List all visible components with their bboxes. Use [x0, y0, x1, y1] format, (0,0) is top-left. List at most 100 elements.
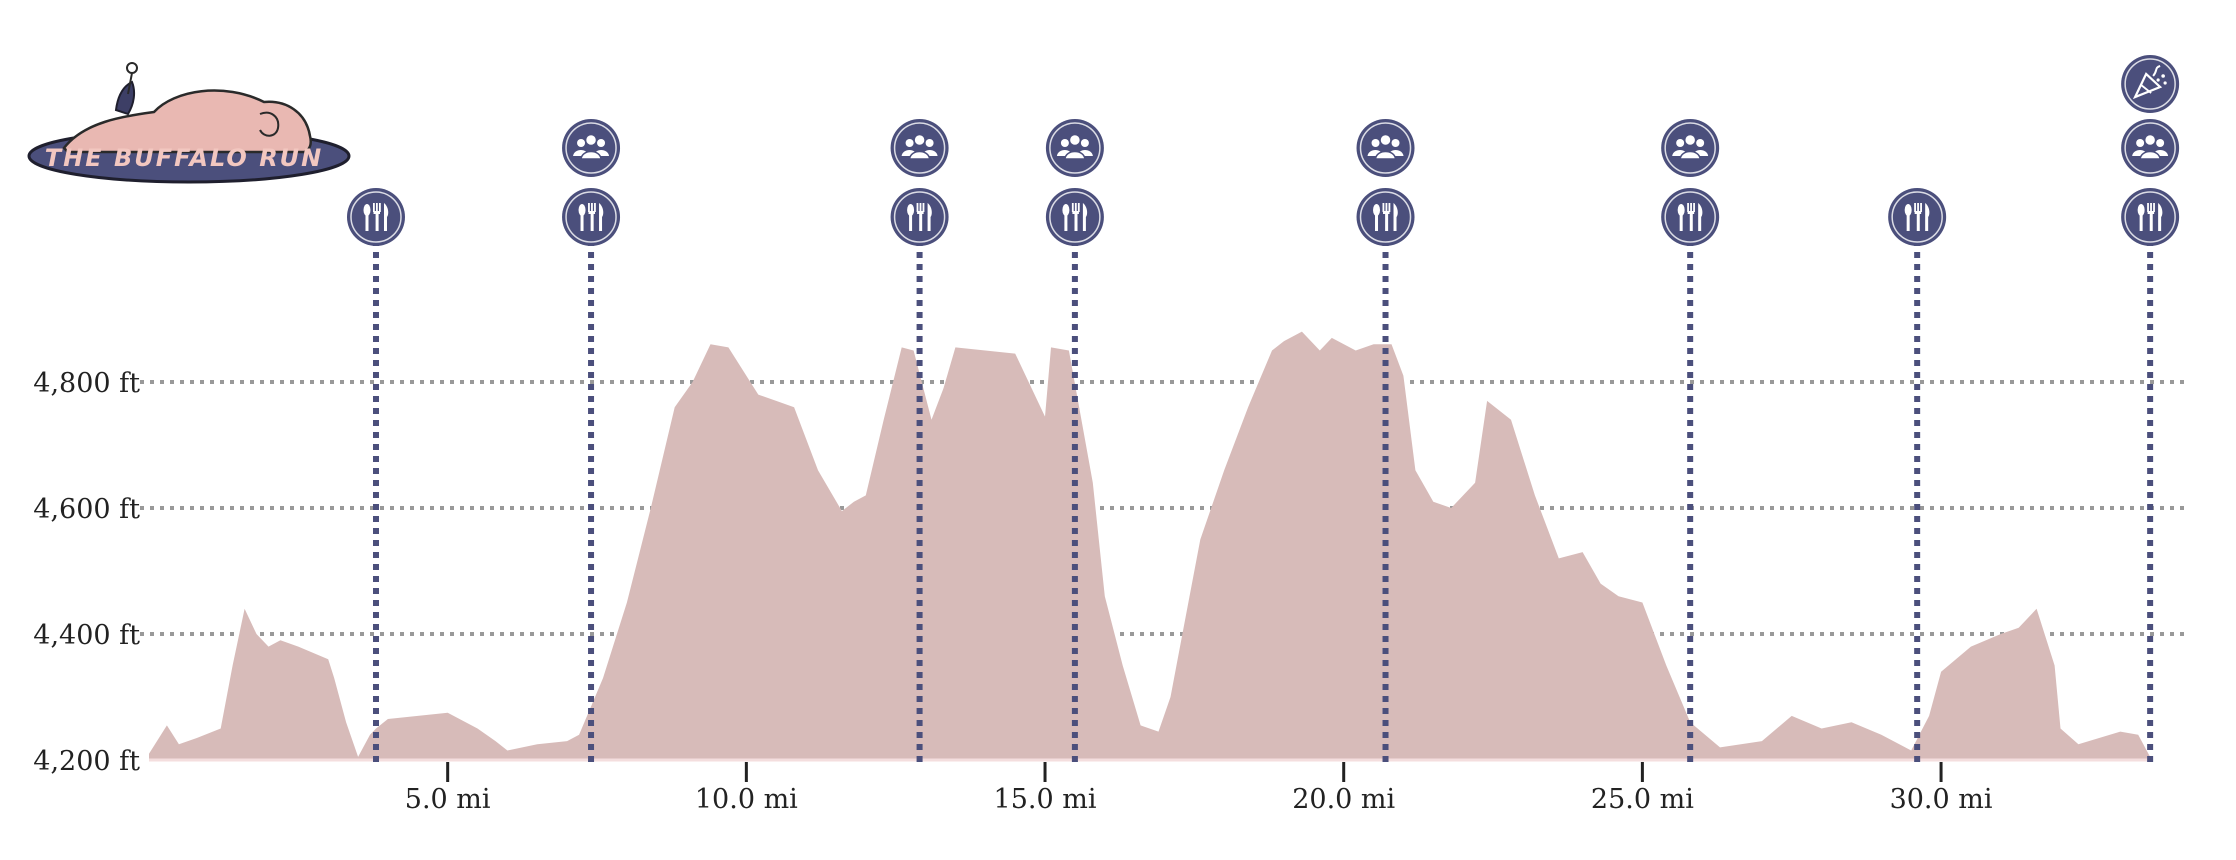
icon-badge-ring	[565, 122, 617, 174]
people-icon	[1045, 119, 1104, 177]
fork-handle	[1074, 213, 1078, 231]
utensils-icon	[2121, 188, 2180, 246]
person-head	[1068, 133, 1082, 147]
fork-tine	[591, 203, 593, 212]
aid-station-marker	[1661, 119, 1720, 762]
y-tick-label: 4,200 ft	[33, 746, 140, 777]
icon-badge	[1356, 119, 1415, 177]
icon-badge-ring	[1891, 191, 1943, 243]
icon-badge	[2121, 119, 2180, 177]
aid-station-markers	[346, 55, 2180, 762]
x-tick-label: 10.0 mi	[695, 784, 798, 815]
fork-handle	[1916, 213, 1920, 231]
confetti-streamer	[2152, 65, 2161, 77]
x-tick-label: 5.0 mi	[405, 784, 491, 815]
y-tick-label: 4,600 ft	[33, 494, 140, 525]
fork-neck	[1072, 211, 1079, 214]
fork-tine	[1920, 203, 1922, 212]
fork-tine	[588, 203, 590, 212]
icon-badge	[562, 119, 621, 177]
person-head	[2143, 133, 2157, 147]
utensils-icon	[1661, 188, 1720, 246]
fork-neck	[1383, 211, 1390, 214]
spoon-handle	[580, 215, 584, 231]
person-head	[1379, 133, 1392, 147]
buffalo-run-logo: THE BUFFALO RUN	[27, 62, 351, 184]
fork-neck	[1914, 211, 1922, 214]
icon-badge-ring	[1049, 122, 1101, 174]
spoon-shape	[578, 204, 586, 216]
person-head	[1683, 133, 1697, 147]
fork-tine	[1382, 203, 1385, 212]
fork-tine	[1693, 203, 1695, 212]
fork-tine	[2147, 203, 2149, 212]
person-body	[908, 150, 931, 160]
people-icon	[2121, 119, 2180, 177]
aid-station-marker	[2121, 55, 2180, 762]
spoon-handle	[1906, 215, 1910, 231]
icon-badge-ring	[2124, 58, 2176, 110]
fork-tine	[1077, 203, 1080, 212]
fork-handle	[590, 213, 594, 231]
fork-neck	[373, 211, 380, 214]
icon-badge-ring	[2124, 122, 2176, 174]
fork-tine	[1388, 203, 1391, 212]
icon-badge-ring	[893, 191, 946, 243]
knife-shape	[1698, 203, 1703, 231]
fork-tine	[2153, 203, 2155, 212]
person-head	[1391, 139, 1400, 147]
person-head	[584, 133, 598, 147]
fork-tine	[372, 203, 375, 212]
fork-handle	[375, 213, 379, 231]
spoon-handle	[1375, 215, 1379, 231]
y-gridlines	[140, 380, 2190, 636]
elevation-area-path	[149, 331, 2151, 760]
confetti-dot	[2163, 81, 2167, 85]
x-tick-label: 25.0 mi	[1591, 784, 1694, 815]
y-tick-label: 4,800 ft	[33, 368, 140, 399]
popper-cone	[2132, 72, 2163, 100]
person-head	[1060, 139, 1069, 147]
spoon-handle	[1679, 215, 1683, 231]
people-icon	[890, 119, 949, 177]
utensils-icon	[1888, 188, 1947, 246]
knife-shape	[2158, 203, 2163, 231]
spoon-handle	[1064, 215, 1068, 231]
spoon-shape	[2137, 204, 2145, 216]
fork-tine	[922, 203, 925, 212]
person-body	[1679, 150, 1702, 160]
spoon-shape	[363, 204, 371, 216]
spoon-handle	[909, 215, 913, 231]
fork-handle	[1385, 213, 1389, 231]
knife-shape	[1393, 203, 1398, 231]
spoon-shape	[1062, 204, 1070, 216]
fork-tine	[916, 203, 919, 212]
person-body	[2139, 150, 2161, 160]
fork-tine	[1071, 203, 1074, 212]
icon-badge-ring	[565, 191, 617, 243]
icon-badge-ring	[350, 191, 402, 243]
party-popper-icon	[2121, 55, 2180, 113]
person-head	[1371, 139, 1380, 147]
fork-tine	[919, 203, 922, 212]
y-tick-label: 4,400 ft	[33, 620, 140, 651]
icon-badge	[1045, 119, 1104, 177]
elevation-area	[149, 331, 2151, 762]
person-head	[1696, 139, 1705, 147]
person-head	[577, 139, 586, 147]
fork-handle	[919, 213, 923, 231]
fork-tine	[1074, 203, 1077, 212]
fork-tine	[378, 203, 381, 212]
person-body	[1064, 150, 1086, 160]
person-head	[1676, 139, 1685, 147]
popper-stripe	[2140, 84, 2152, 94]
fork-tine	[375, 203, 378, 212]
logo-text: THE BUFFALO RUN	[45, 144, 324, 172]
confetti-dot	[2156, 78, 2160, 82]
aid-station-marker	[562, 119, 621, 762]
person-head	[2156, 139, 2165, 147]
confetti-dot	[2161, 74, 2165, 78]
utensils-icon	[1356, 188, 1415, 246]
